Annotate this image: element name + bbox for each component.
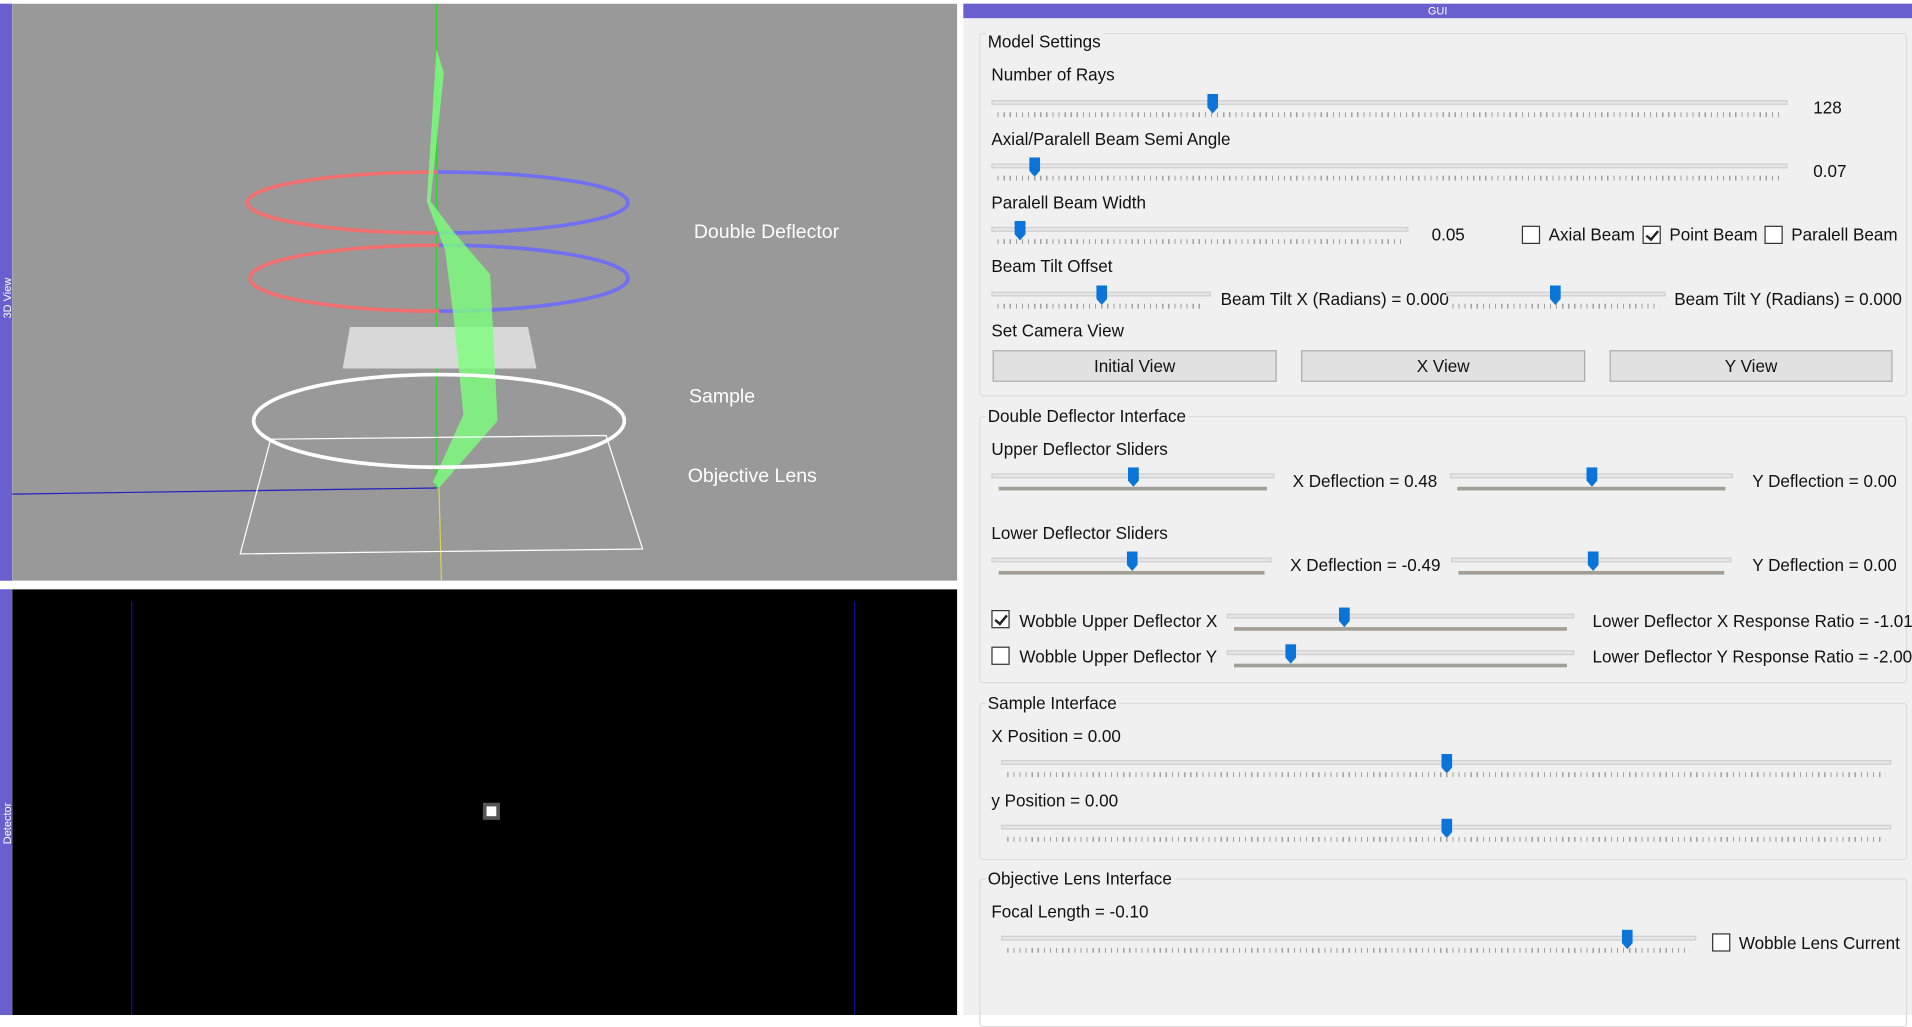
checkbox-label[interactable]: Paralell Beam [1791, 224, 1898, 244]
slider[interactable] [991, 551, 1272, 578]
value: Y Deflection = 0.00 [1752, 470, 1897, 491]
checkbox[interactable] [991, 610, 1010, 629]
slider[interactable] [1226, 644, 1575, 671]
value: X Deflection = 0.48 [1292, 470, 1438, 491]
label: Paralell Beam Width [991, 192, 1147, 213]
label: Number of Rays [991, 64, 1115, 85]
3d-view[interactable] [12, 3, 958, 581]
value: Beam Tilt Y (Radians) = 0.000 [1674, 289, 1902, 309]
dock-strip: 3D View [0, 3, 13, 581]
checkbox[interactable] [991, 646, 1010, 665]
slider[interactable] [1001, 818, 1892, 846]
label: Lower Deflector Sliders [991, 523, 1168, 543]
checkbox[interactable] [1521, 225, 1541, 244]
checkbox-label[interactable]: Point Beam [1669, 224, 1758, 244]
checkbox-label[interactable]: Wobble Upper Deflector X [1019, 611, 1218, 631]
slider[interactable] [991, 157, 1788, 184]
label: Axial/Paralell Beam Semi Angle [991, 129, 1231, 149]
group-box [979, 32, 1908, 397]
gui-panel [963, 18, 1912, 1016]
group-title: Sample Interface [985, 691, 1120, 714]
group-box [979, 416, 1908, 684]
checkbox-label[interactable]: Wobble Lens Current [1738, 933, 1900, 953]
slider[interactable] [1446, 285, 1666, 312]
slider[interactable] [991, 93, 1788, 121]
dock-title: GUI [963, 3, 1912, 19]
slider[interactable] [1226, 607, 1575, 635]
detector-view [12, 589, 958, 1016]
scene-label: Double Deflector [693, 222, 840, 243]
label: y Position = 0.00 [991, 790, 1119, 811]
value: X Deflection = -0.49 [1290, 555, 1441, 575]
button[interactable]: X View [1301, 350, 1586, 382]
label: Upper Deflector Sliders [991, 439, 1168, 459]
group-title: Objective Lens Interface [985, 867, 1175, 890]
value: Lower Deflector Y Response Ratio = -2.00 [1592, 646, 1912, 667]
slider[interactable] [1451, 551, 1732, 578]
label: Beam Tilt Offset [991, 256, 1113, 276]
slider[interactable] [1001, 753, 1892, 781]
dock-strip: Detector [0, 589, 13, 1016]
slider[interactable] [1449, 467, 1733, 494]
label: Set Camera View [991, 320, 1124, 341]
checkbox[interactable] [1764, 225, 1783, 244]
checkbox-label[interactable]: Wobble Upper Deflector Y [1019, 646, 1218, 667]
slider[interactable] [1001, 929, 1697, 957]
button[interactable]: Initial View [992, 350, 1277, 382]
checkbox-label[interactable]: Axial Beam [1548, 224, 1635, 244]
value: Beam Tilt X (Radians) = 0.000 [1220, 289, 1449, 309]
scene-label: Sample [688, 386, 756, 408]
value: 0.07 [1813, 161, 1847, 181]
label: X Position = 0.00 [991, 725, 1121, 746]
scene-label: Objective Lens [687, 466, 817, 487]
value: Lower Deflector X Response Ratio = -1.01 [1592, 611, 1912, 631]
value: Y Deflection = 0.00 [1752, 555, 1897, 575]
button[interactable]: Y View [1609, 350, 1893, 382]
checkbox[interactable] [1642, 225, 1661, 244]
value: 0.05 [1431, 224, 1465, 244]
slider[interactable] [991, 285, 1211, 312]
group-title: Double Deflector Interface [985, 405, 1189, 427]
slider[interactable] [991, 220, 1409, 248]
slider[interactable] [991, 467, 1275, 494]
label: Focal Length = -0.10 [991, 901, 1149, 922]
checkbox[interactable] [1712, 933, 1731, 952]
group-title: Model Settings [985, 30, 1104, 53]
group-box [979, 702, 1908, 861]
value: 128 [1813, 97, 1842, 118]
